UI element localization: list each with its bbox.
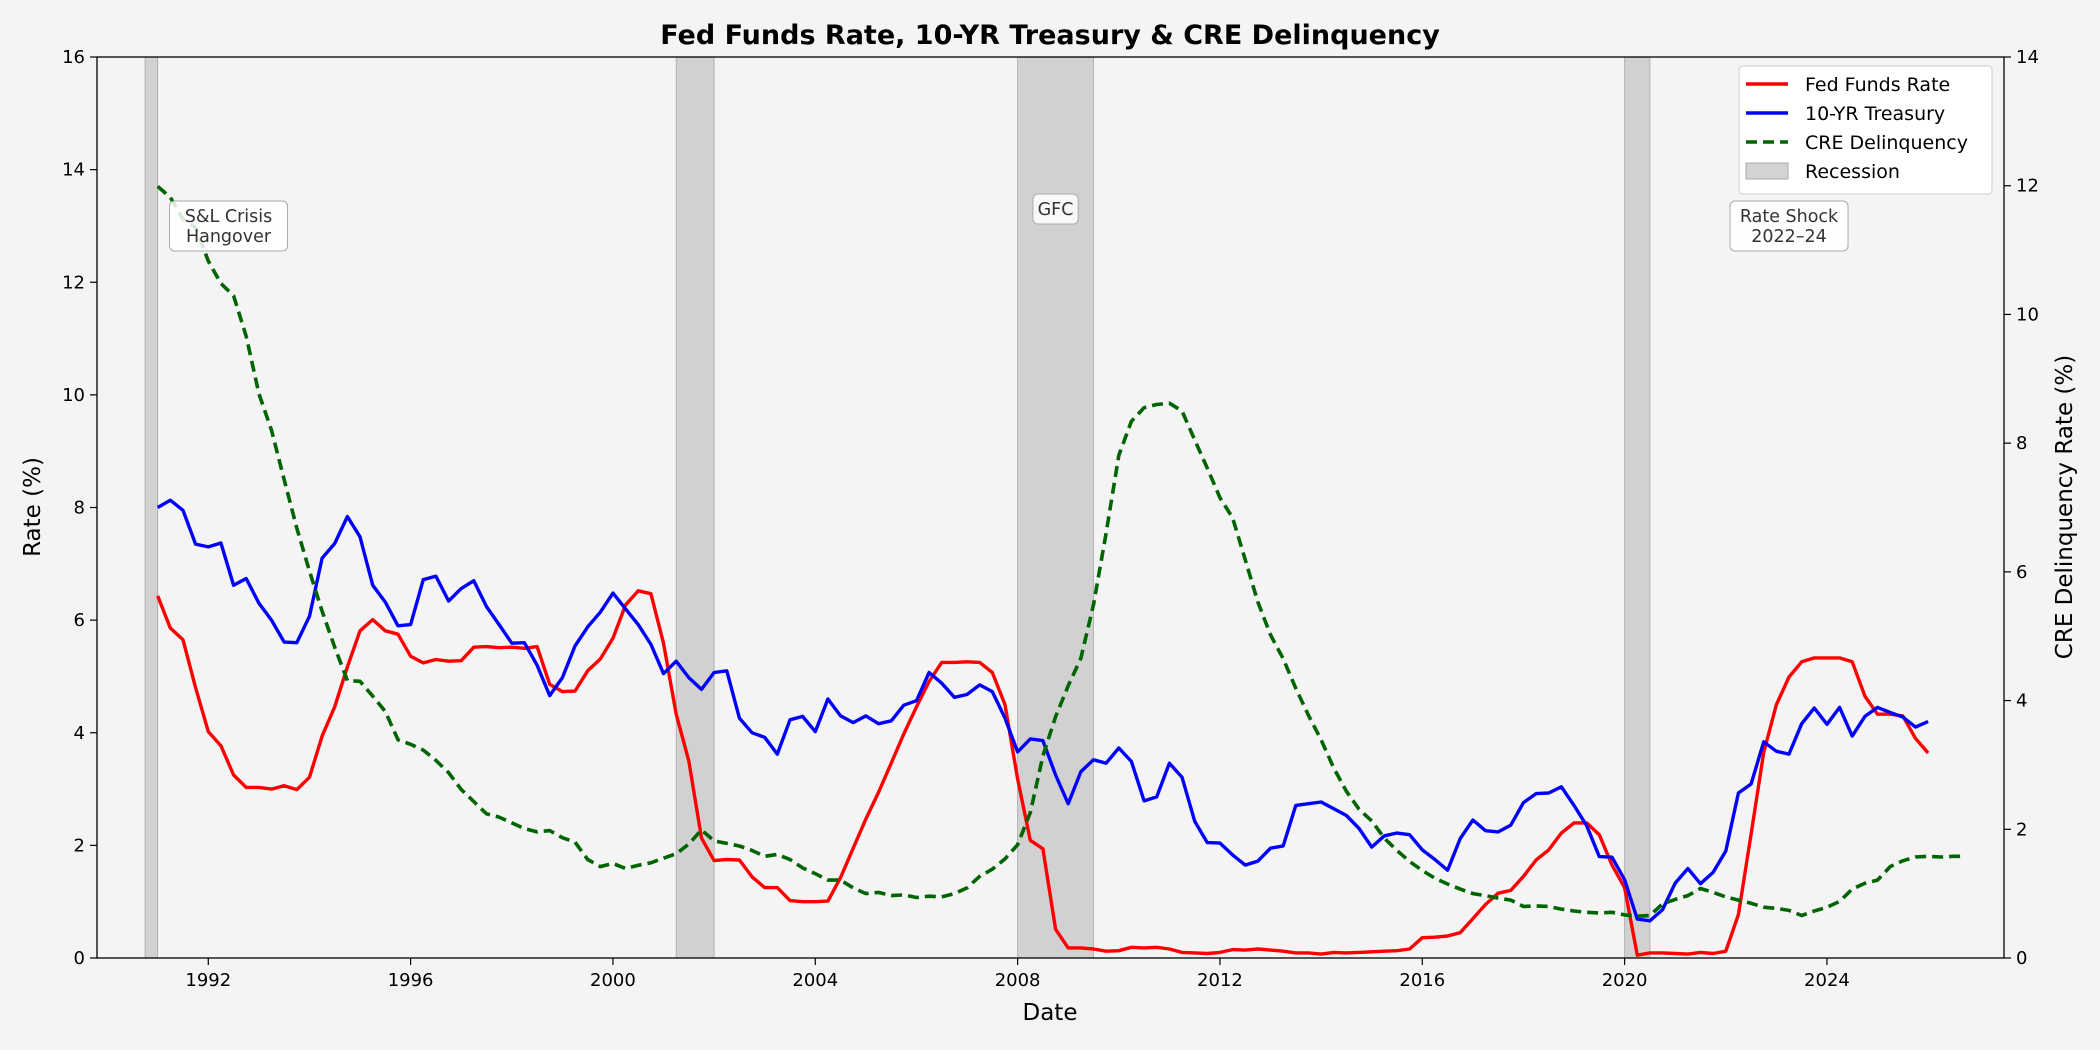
annotation-text: Rate Shock (1740, 207, 1839, 227)
x-axis: 1992 1996 2000 2004 2008 2012 2016 2020 2024 (185, 958, 1850, 991)
legend-label: 10-YR Treasury (1805, 103, 1945, 125)
x-tick-label: 2016 (1399, 970, 1445, 991)
fed-funds-line (156, 589, 1930, 957)
annotation-box (1729, 200, 1849, 252)
series-layer (156, 185, 1967, 957)
y2-tick-label: 10 (2016, 304, 2039, 325)
y2-axis-label: CRE Delinquency Rate (%) (2052, 355, 2078, 659)
y2-tick-label: 14 (2016, 47, 2039, 68)
y-axis-left: 0 2 4 6 8 10 12 14 16 (62, 47, 97, 969)
legend-label: CRE Delinquency (1805, 132, 1968, 154)
recession-band-4 (1624, 56, 1651, 959)
y-tick-label: 0 (74, 948, 85, 969)
chart-title: Fed Funds Rate, 10-YR Treasury & CRE Del… (660, 20, 1440, 51)
x-tick-label: 2000 (590, 970, 636, 991)
y2-tick-label: 6 (2016, 562, 2027, 583)
x-tick-label: 1996 (388, 970, 434, 991)
y-tick-label: 8 (74, 498, 85, 519)
recession-band-3 (1017, 56, 1094, 959)
annotation-text: Hangover (186, 227, 272, 247)
annotation-text: S&L Crisis (185, 207, 272, 227)
annotation-box (169, 200, 289, 252)
y-tick-label: 6 (74, 610, 85, 631)
y2-tick-label: 4 (2016, 691, 2027, 712)
y2-tick-label: 8 (2016, 433, 2027, 454)
x-tick-label: 2024 (1804, 970, 1850, 991)
legend-treasury: 10-YR Treasury (1746, 103, 1945, 125)
y2-tick-label: 2 (2016, 819, 2027, 840)
legend-box (1738, 65, 1993, 195)
legend-label: Fed Funds Rate (1805, 74, 1950, 96)
y-tick-label: 12 (62, 272, 85, 293)
y-tick-label: 2 (74, 835, 85, 856)
cre-delinquency-line (156, 185, 1967, 918)
legend-label: Recession (1805, 161, 1900, 183)
y-tick-label: 14 (62, 160, 85, 181)
annotation-box (1032, 193, 1079, 225)
x-tick-label: 2008 (995, 970, 1041, 991)
x-tick-label: 1992 (185, 970, 231, 991)
annotation-text: 2022–24 (1751, 227, 1827, 247)
treasury-10yr-line (156, 498, 1929, 923)
y2-tick-label: 0 (2016, 948, 2027, 969)
y-axis-right: 0 2 4 6 8 10 12 14 (2004, 47, 2039, 969)
recession-band-1 (144, 56, 159, 959)
annotation-text: GFC (1038, 200, 1074, 220)
y-tick-label: 4 (74, 723, 85, 744)
recession-bands (144, 56, 1651, 959)
x-tick-label: 2020 (1602, 970, 1648, 991)
legend-swatch (1745, 162, 1789, 180)
x-tick-label: 2012 (1197, 970, 1243, 991)
legend-fed-funds: Fed Funds Rate (1746, 74, 1950, 96)
legend: Fed Funds Rate 10-YR Treasury CRE Delinque… (1738, 65, 1993, 195)
y2-tick-label: 12 (2016, 176, 2039, 197)
y-tick-label: 16 (62, 47, 85, 68)
legend-cre: CRE Delinquency (1746, 132, 1968, 154)
x-axis-label: Date (1023, 1000, 1078, 1026)
legend-recession: Recession (1745, 161, 1900, 183)
recession-band-2 (675, 56, 715, 959)
y-tick-label: 10 (62, 385, 85, 406)
x-tick-label: 2004 (792, 970, 838, 991)
annotation-2: GFC (1032, 193, 1079, 225)
y-axis-label: Rate (%) (20, 457, 46, 557)
